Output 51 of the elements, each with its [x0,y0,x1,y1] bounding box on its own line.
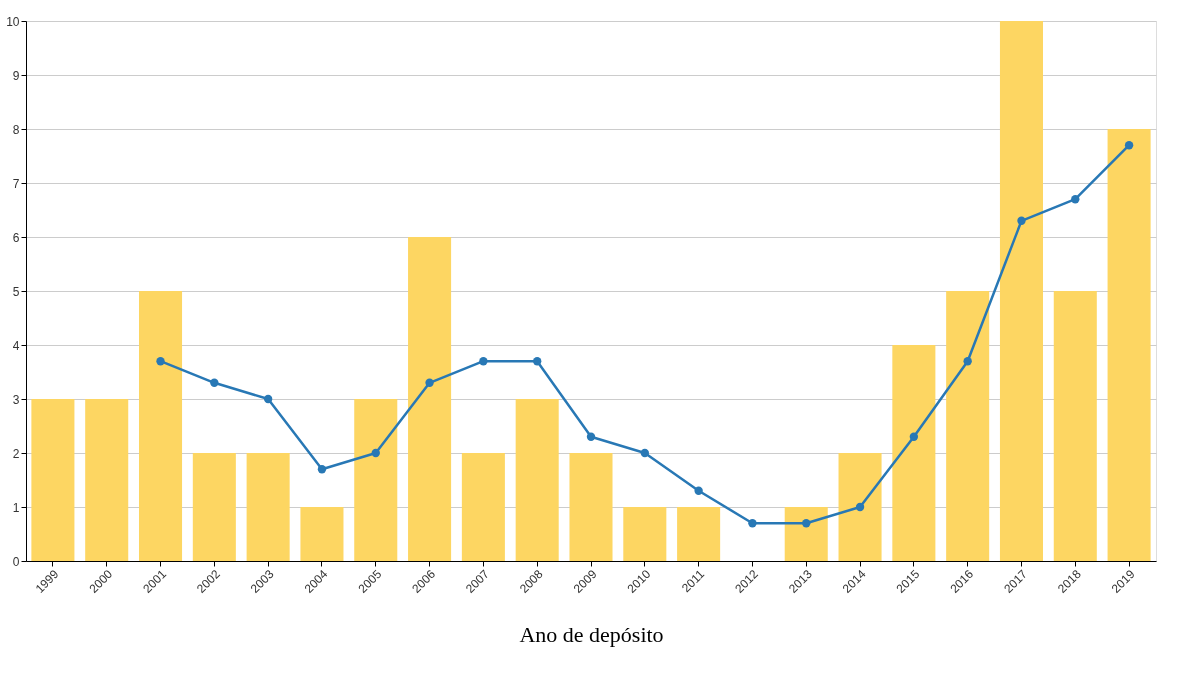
bar [85,399,129,561]
bar [139,291,183,561]
bar [192,453,236,561]
y-tick-label: 2 [12,446,20,461]
bar [31,399,75,561]
point [156,357,165,366]
point [1017,216,1026,225]
bar [515,399,559,561]
bar [461,453,505,561]
y-tick-label: 8 [12,122,20,137]
y-tick-label: 5 [12,284,20,299]
bar [838,453,882,561]
y-tick-label: 3 [12,392,20,407]
y-tick-label: 1 [12,500,20,515]
point [802,519,811,528]
bar [569,453,613,561]
y-tick-label: 0 [12,554,20,569]
bar [1107,129,1151,561]
y-tick-label: 7 [12,176,20,191]
bar [246,453,290,561]
point [317,465,327,474]
bar [892,345,936,561]
point [694,486,703,495]
point [1071,195,1080,204]
bar [408,237,452,561]
bar [354,399,398,561]
x-axis-title: Ano de depósito [519,622,664,648]
y-tick-label: 6 [12,230,20,245]
point [1124,141,1134,150]
bar [1053,291,1097,561]
bar [999,21,1043,561]
bar [300,507,344,561]
point [586,432,596,441]
point [371,448,380,458]
point [855,502,865,512]
bar [677,507,721,561]
y-tick-label: 4 [12,338,20,353]
point [263,394,273,404]
y-tick-label: 10 [6,14,20,29]
point [479,357,488,366]
point [425,378,434,387]
point [963,357,972,366]
point [533,357,542,366]
point [210,378,219,387]
point [909,432,919,441]
bar [946,291,990,561]
y-tick-label: 9 [12,68,20,83]
point [748,519,757,528]
bar [623,507,667,561]
bar [784,507,828,561]
point [640,448,649,458]
